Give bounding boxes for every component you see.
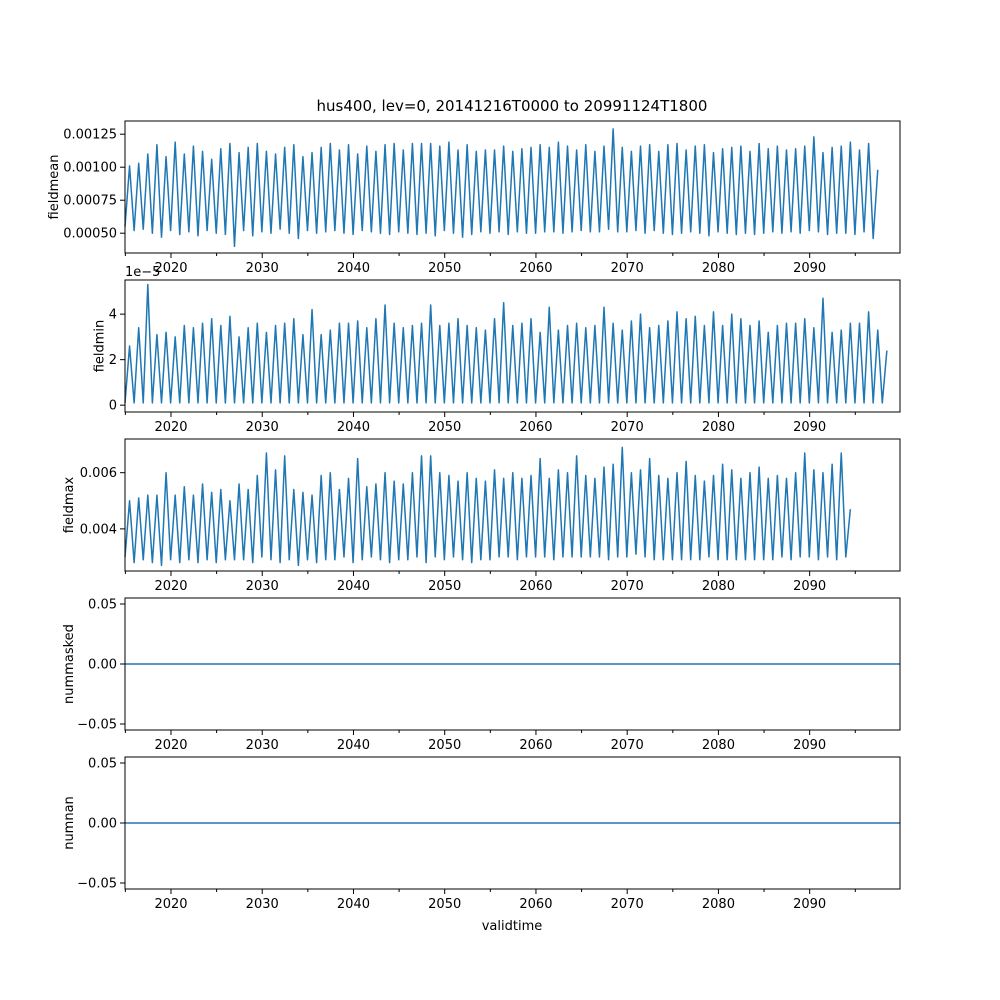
x-tick-label: 2050: [428, 897, 461, 912]
x-tick-label: 2040: [337, 420, 370, 435]
subplot-numnan: 2020 2030 2040 2050 2060 2070 2080 2090 −0.05 0.0…: [62, 756, 901, 912]
y-tick-label: 2: [109, 353, 117, 368]
y-tick-label: 0.00075: [63, 194, 117, 209]
x-tick-label: 2090: [793, 738, 826, 753]
x-tick-label: 2030: [246, 579, 279, 594]
x-tick-label: 2050: [428, 579, 461, 594]
x-tick-label: 2020: [154, 261, 187, 276]
y-tick-label: −0.05: [77, 718, 117, 733]
x-tick-label: 2020: [154, 897, 187, 912]
x-tick-label: 2050: [428, 420, 461, 435]
x-tick-label: 2040: [337, 738, 370, 753]
y-axis-label: nummasked: [62, 624, 77, 704]
y-tick-label: 4: [109, 308, 117, 323]
axes-frame: [124, 438, 901, 572]
x-tick-label: 2040: [337, 261, 370, 276]
x-tick-label: 2050: [428, 261, 461, 276]
x-tick-label: 2080: [702, 897, 735, 912]
x-tick-label: 2060: [519, 738, 552, 753]
x-tick-label: 2070: [611, 261, 644, 276]
y-tick-label: 0.00: [88, 817, 117, 832]
x-tick-label: 2040: [337, 579, 370, 594]
x-tick-label: 2090: [793, 261, 826, 276]
y-tick-label: 0: [109, 399, 117, 414]
y-tick-label: 0.00050: [63, 227, 117, 242]
y-axis-label: fieldmax: [62, 477, 77, 534]
x-axis-label: validtime: [482, 919, 543, 934]
x-tick-label: 2090: [793, 897, 826, 912]
x-tick-label: 2070: [611, 738, 644, 753]
x-tick-label: 2080: [702, 579, 735, 594]
subplot-fieldmean: 2020 2030 2040 2050 2060 2070 2080 2090 0.00050 0…: [47, 120, 901, 276]
y-axis-label: fieldmean: [47, 155, 62, 220]
x-tick-label: 2090: [793, 579, 826, 594]
y-tick-label: 0.00: [88, 658, 117, 673]
y-tick-label: 0.004: [80, 522, 117, 537]
axes-frame: [124, 120, 901, 254]
x-tick-label: 2030: [246, 261, 279, 276]
y-tick-label: 0.006: [80, 466, 117, 481]
x-tick-label: 2030: [246, 738, 279, 753]
y-tick-label: 0.05: [88, 757, 117, 772]
x-tick-label: 2060: [519, 897, 552, 912]
x-tick-label: 2060: [519, 420, 552, 435]
x-tick-label: 2020: [154, 579, 187, 594]
x-tick-label: 2030: [246, 897, 279, 912]
x-tick-label: 2020: [154, 738, 187, 753]
x-tick-label: 2090: [793, 420, 826, 435]
y-tick-label: 0.00125: [63, 128, 117, 143]
x-tick-label: 2070: [611, 579, 644, 594]
figure-title: hus400, lev=0, 20141216T0000 to 20991124…: [317, 97, 708, 115]
series-line-fieldmean: [124, 128, 879, 248]
x-tick-label: 2020: [154, 420, 187, 435]
y-tick-label: 0.00100: [63, 161, 117, 176]
x-tick-label: 2030: [246, 420, 279, 435]
subplot-nummasked: 2020 2030 2040 2050 2060 2070 2080 2090 −0.05 0.0…: [62, 597, 901, 753]
y-tick-label: −0.05: [77, 877, 117, 892]
x-tick-label: 2070: [611, 897, 644, 912]
x-tick-label: 2080: [702, 261, 735, 276]
y-tick-label: 0.05: [88, 598, 117, 613]
x-tick-label: 2060: [519, 579, 552, 594]
x-tick-label: 2050: [428, 738, 461, 753]
y-scale-note: 1e−5: [125, 265, 160, 280]
subplot-fieldmin: 2020 2030 2040 2050 2060 2070 2080 2090 0 2 4field…: [92, 265, 901, 435]
x-tick-label: 2080: [702, 738, 735, 753]
axes-frame: [124, 279, 901, 413]
x-tick-label: 2080: [702, 420, 735, 435]
series-line-fieldmax: [124, 446, 852, 567]
y-axis-label: numnan: [62, 796, 77, 850]
subplot-panels: 2020 2030 2040 2050 2060 2070 2080 2090 0.00050 0…: [47, 120, 901, 912]
y-axis-label: fieldmin: [92, 320, 107, 373]
x-tick-label: 2060: [519, 261, 552, 276]
series-line-fieldmin: [124, 283, 888, 404]
x-tick-label: 2040: [337, 897, 370, 912]
x-tick-label: 2070: [611, 420, 644, 435]
subplot-fieldmax: 2020 2030 2040 2050 2060 2070 2080 2090 0.004 0.0…: [62, 438, 901, 594]
